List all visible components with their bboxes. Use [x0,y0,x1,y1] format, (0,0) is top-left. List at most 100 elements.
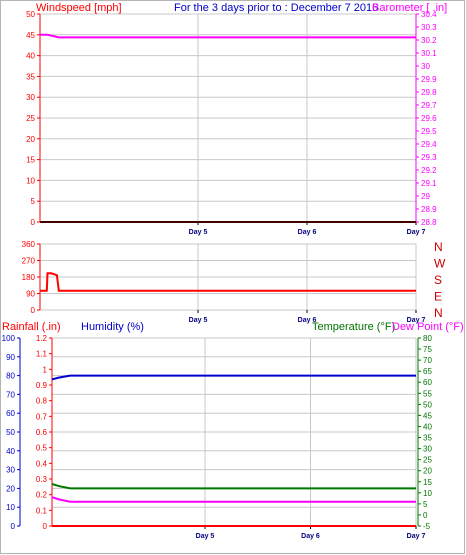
humidity-axis-tick-label: 10 [6,503,15,512]
rain-axis-tick-label: 1 [43,365,48,374]
wind-axis-tick-label: 30 [26,93,35,102]
baro-axis-tick-label: 30.1 [421,49,437,58]
humidity-axis-tick-label: 50 [6,428,15,437]
humidity-axis-tick-label: 90 [6,353,15,362]
humidity-axis-tick-label: 80 [6,372,15,381]
baro-axis-tick-label: 29.7 [421,101,437,110]
direction-axis-tick-label: 180 [22,273,36,282]
wind-axis-tick-label: 0 [31,218,36,227]
direction-axis-tick-label: 0 [31,306,36,315]
wind-axis-tick-label: 15 [26,156,35,165]
temp-axis-tick-label: 35 [423,434,432,443]
temp-axis-tick-label: 10 [423,489,432,498]
baro-axis-tick-label: 28.8 [421,218,437,227]
wind-axis-tick-label: 45 [26,31,35,40]
rain-axis-tick-label: 0.4 [36,459,48,468]
temp-axis-tick-label: 70 [423,356,432,365]
baro-axis-title: Barometer [ .in] [372,2,447,14]
compass-label: N [434,240,443,254]
baro-axis-tick-label: 29.2 [421,166,437,175]
barometer-series-line [40,33,416,39]
rain-axis-tick-label: 0.8 [36,397,48,406]
panel-1-x-label: Day 6 [298,229,317,236]
baro-axis-tick-label: 29 [421,192,430,201]
panel-3-x-label: Day 5 [196,533,215,540]
temp-axis-tick-label: -5 [423,522,431,531]
temp-axis-title: Temperature (°F) [312,321,395,333]
panel-3-x-label: Day 7 [407,533,426,540]
baro-axis-tick-label: 29.9 [421,75,437,84]
wind-axis-tick-label: 40 [26,52,35,61]
baro-axis-tick-label: 30.4 [421,10,437,19]
wind-axis-tick-label: 25 [26,114,35,123]
baro-axis-tick-label: 29.1 [421,179,437,188]
temp-axis-tick-label: 40 [423,422,432,431]
temp-axis-tick-label: 65 [423,367,432,376]
wind-axis-tick-label: 10 [26,176,35,185]
baro-axis-tick-label: 29.5 [421,127,437,136]
baro-axis-tick-label: 28.9 [421,205,437,214]
temp-axis-tick-label: 80 [423,334,432,343]
direction-axis-tick-label: 360 [22,240,36,249]
temp-axis-tick-label: 20 [423,467,432,476]
temp-axis-tick-label: 55 [423,389,432,398]
rain-axis-tick-label: 1.1 [36,350,48,359]
rain-axis-title: Rainfall (.in) [2,321,61,333]
panel-1-x-label: Day 7 [407,229,426,236]
baro-axis-tick-label: 29.3 [421,153,437,162]
compass-label: W [434,257,446,271]
humidity-axis-title: Humidity (%) [81,321,144,333]
wind-direction-series-line [40,272,416,292]
temp-axis-tick-label: 5 [423,500,428,509]
humidity-axis-tick-label: 0 [11,522,16,531]
temp-axis-tick-label: 50 [423,400,432,409]
dew-point-f-series-line [51,496,416,503]
temp-axis-tick-label: 25 [423,456,432,465]
baro-axis-tick-label: 30.2 [421,36,437,45]
wind-axis-title: Windspeed [mph] [36,2,122,14]
wind-axis-tick-label: 5 [31,197,36,206]
rain-axis-tick-label: 0.6 [36,428,48,437]
direction-axis-tick-label: 270 [22,257,36,266]
temp-axis-tick-label: 75 [423,345,432,354]
rain-axis-tick-label: 0.5 [36,444,48,453]
humidity-axis-tick-label: 20 [6,484,15,493]
baro-axis-tick-label: 29.8 [421,88,437,97]
humidity-axis-tick-label: 100 [2,334,16,343]
humidity-axis-tick-label: 40 [6,447,15,456]
humidity-series-line [51,374,416,381]
rain-axis-tick-label: 0.9 [36,381,48,390]
wind-axis-tick-label: 20 [26,135,35,144]
rain-axis-tick-label: 1.2 [36,334,48,343]
humidity-axis-tick-label: 70 [6,390,15,399]
temp-axis-tick-label: 45 [423,411,432,420]
rain-axis-tick-label: 0.2 [36,491,48,500]
panel-2-x-label: Day 6 [298,317,317,324]
rain-axis-tick-label: 0 [43,522,48,531]
panel-2-x-label: Day 5 [189,317,208,324]
temp-axis-tick-label: 30 [423,445,432,454]
rain-axis-tick-label: 0.1 [36,506,48,515]
temperature-f-series-line [51,483,416,490]
panel-1-x-label: Day 5 [189,229,208,236]
panel-2-x-label: Day 7 [407,317,426,324]
compass-label: S [434,273,442,287]
temp-axis-tick-label: 15 [423,478,432,487]
baro-axis-tick-label: 29.6 [421,114,437,123]
wind-axis-tick-label: 35 [26,72,35,81]
humidity-axis-tick-label: 60 [6,409,15,418]
humidity-axis-tick-label: 30 [6,466,15,475]
rain-axis-tick-label: 0.3 [36,475,48,484]
baro-axis-tick-label: 30.3 [421,23,437,32]
compass-label: N [434,306,443,320]
rain-axis-tick-label: 0.7 [36,412,48,421]
temp-axis-tick-label: 0 [423,511,428,520]
compass-label: E [434,290,442,304]
chart-title: For the 3 days prior to : December 7 201… [174,2,378,14]
temp-axis-tick-label: 60 [423,378,432,387]
direction-axis-tick-label: 90 [26,290,35,299]
dew-axis-title: Dew Point (°F) [392,321,464,333]
panel-3-x-label: Day 6 [301,533,320,540]
